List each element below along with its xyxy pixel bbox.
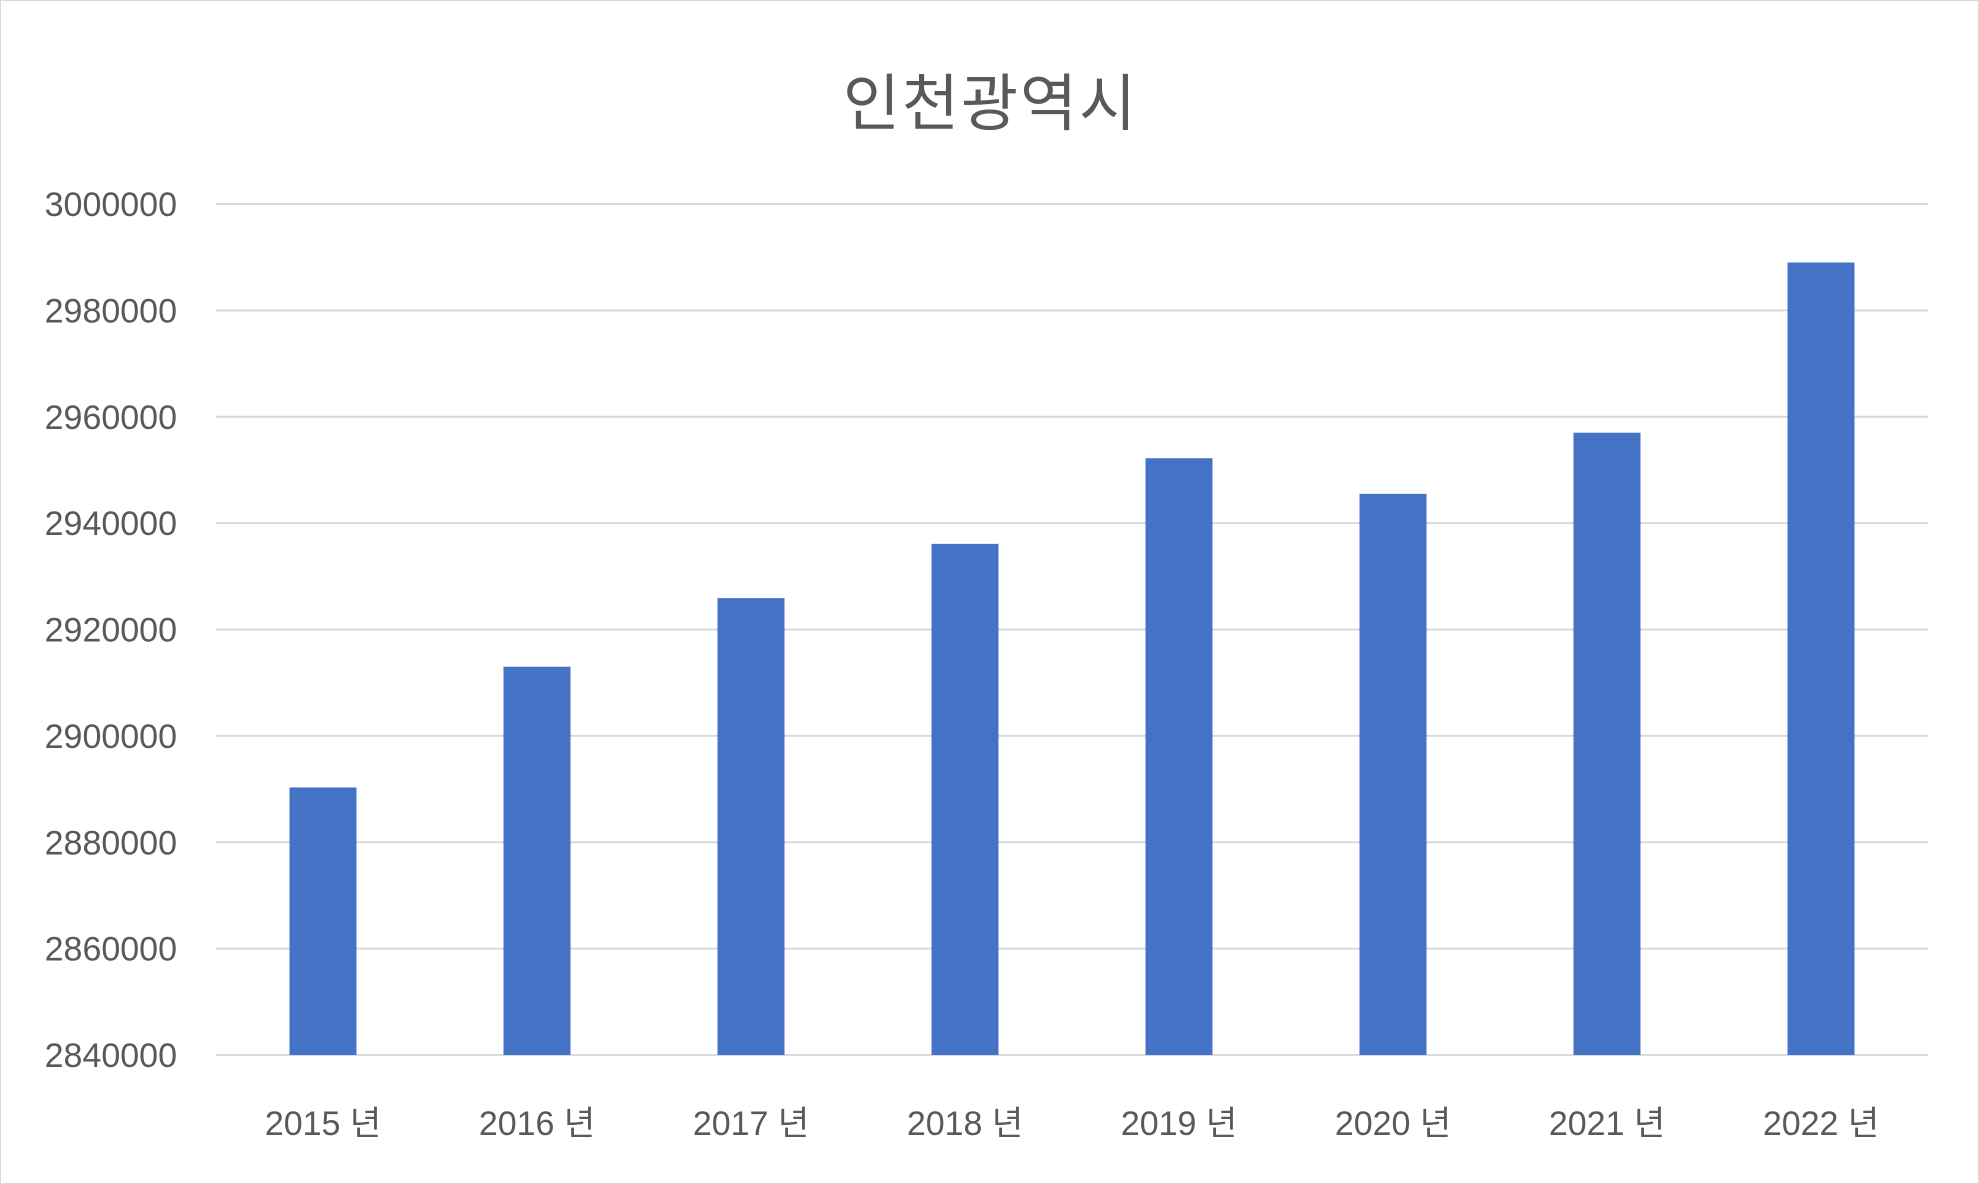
y-tick-label: 2920000 (45, 612, 177, 650)
bar (1145, 458, 1213, 1056)
y-tick-label: 2980000 (45, 292, 177, 330)
x-tick-label: 2017 년 (693, 1105, 809, 1143)
x-tick-label: 2016 년 (479, 1105, 595, 1143)
bar (931, 543, 999, 1055)
y-tick-label: 2960000 (45, 399, 177, 437)
y-tick-label: 2900000 (45, 718, 177, 756)
x-tick-label: 2021 년 (1549, 1105, 1665, 1143)
y-tick-label: 2860000 (45, 931, 177, 969)
bar (289, 787, 357, 1055)
bar (1359, 493, 1427, 1055)
chart-title: 인천광역시 (842, 67, 1139, 140)
x-tick-label: 2022 년 (1763, 1105, 1879, 1143)
bar (1573, 432, 1641, 1055)
bar (503, 666, 571, 1055)
y-tick-label: 2940000 (45, 505, 177, 543)
x-tick-label: 2015 년 (265, 1105, 381, 1143)
x-tick-label: 2020 년 (1335, 1105, 1451, 1143)
y-tick-label: 2840000 (45, 1037, 177, 1075)
gridlines (216, 203, 1928, 1056)
bar (1787, 262, 1855, 1056)
y-axis-tick-labels: 2840000 2860000 2880000 2900000 2920000 29400… (45, 186, 177, 1075)
y-tick-label: 2880000 (45, 824, 177, 862)
x-tick-label: 2018 년 (907, 1105, 1023, 1143)
x-tick-label: 2019 년 (1121, 1105, 1237, 1143)
bar (717, 598, 785, 1055)
y-tick-label: 3000000 (45, 186, 177, 224)
bars (289, 262, 1855, 1056)
x-axis-tick-labels: 2015 년 2016 년 2017 년 2018 년 2019 년 2020 년 2021… (265, 1105, 1879, 1143)
